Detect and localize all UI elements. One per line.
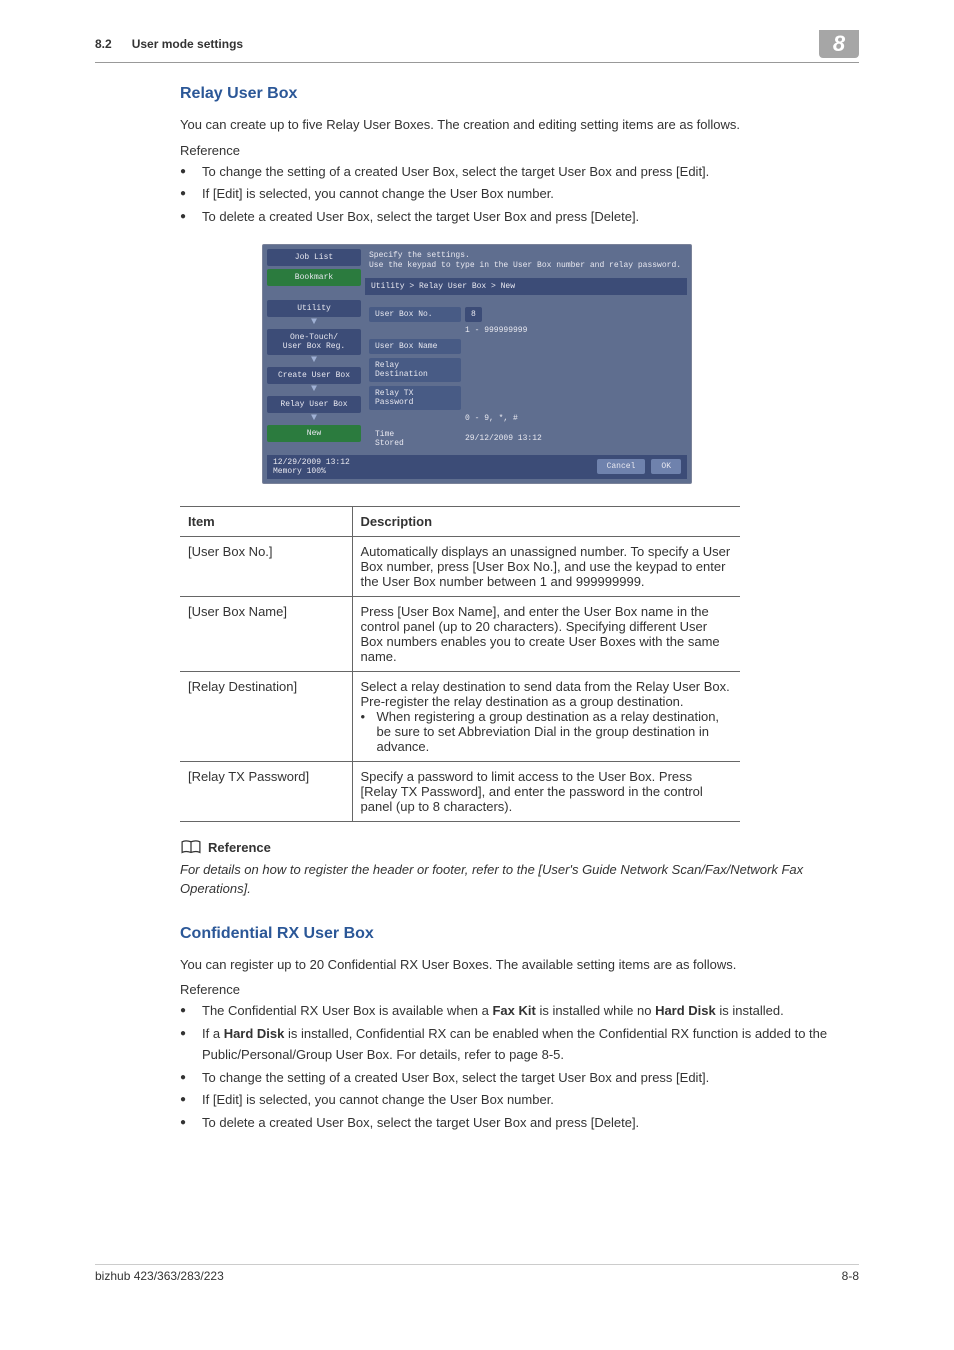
footer-page: 8-8 bbox=[842, 1269, 859, 1283]
nav-userbox-reg[interactable]: One-Touch/ User Box Reg. bbox=[267, 329, 361, 355]
field-relay-tx-password[interactable]: Relay TX Password bbox=[369, 386, 461, 410]
page-footer: bizhub 423/363/283/223 8-8 bbox=[95, 1264, 859, 1283]
tab-bookmark[interactable]: Bookmark bbox=[267, 269, 361, 286]
ok-button[interactable]: OK bbox=[651, 459, 681, 474]
userbox-no-value: 8 bbox=[465, 307, 482, 322]
userbox-no-hint: 1 - 999999999 bbox=[365, 326, 687, 335]
table-header-item: Item bbox=[180, 506, 352, 536]
page-header: 8.2 User mode settings 8 bbox=[95, 30, 859, 63]
list-item: To change the setting of a created User … bbox=[180, 162, 859, 183]
list-item: The Confidential RX User Box is availabl… bbox=[180, 1001, 859, 1022]
table-row: [User Box No.] Automatically displays an… bbox=[180, 536, 740, 596]
table-row: [User Box Name] Press [User Box Name], a… bbox=[180, 596, 740, 671]
table-cell-desc: Select a relay destination to send data … bbox=[352, 671, 740, 761]
list-item: When registering a group destination as … bbox=[361, 709, 733, 754]
device-screenshot: Job List Bookmark Utility ▼ One-Touch/ U… bbox=[262, 244, 692, 484]
table-cell-item: [User Box No.] bbox=[180, 536, 352, 596]
chevron-down-icon: ▼ bbox=[267, 416, 361, 422]
table-cell-item: [User Box Name] bbox=[180, 596, 352, 671]
section-number: 8.2 bbox=[95, 37, 112, 51]
list-item: If [Edit] is selected, you cannot change… bbox=[180, 1090, 859, 1111]
confidential-bullets: The Confidential RX User Box is availabl… bbox=[180, 1001, 859, 1134]
field-userbox-name[interactable]: User Box Name bbox=[369, 339, 461, 354]
table-header-description: Description bbox=[352, 506, 740, 536]
table-row: [Relay TX Password] Specify a password t… bbox=[180, 761, 740, 821]
chevron-down-icon: ▼ bbox=[267, 387, 361, 393]
nav-utility[interactable]: Utility bbox=[267, 300, 361, 317]
table-cell-desc: Automatically displays an unassigned num… bbox=[352, 536, 740, 596]
nav-relay-userbox[interactable]: Relay User Box bbox=[267, 396, 361, 413]
relay-bullets: To change the setting of a created User … bbox=[180, 162, 859, 228]
settings-table: Item Description [User Box No.] Automati… bbox=[180, 506, 740, 822]
chevron-down-icon: ▼ bbox=[267, 358, 361, 364]
table-cell-item: [Relay TX Password] bbox=[180, 761, 352, 821]
chapter-badge: 8 bbox=[819, 30, 859, 58]
status-bar: 12/29/2009 13:12 Memory 100% bbox=[273, 458, 350, 476]
instruction-text: Specify the settings. Use the keypad to … bbox=[365, 249, 687, 274]
chevron-down-icon: ▼ bbox=[267, 320, 361, 326]
nav-create-userbox[interactable]: Create User Box bbox=[267, 367, 361, 384]
cancel-button[interactable]: Cancel bbox=[597, 459, 646, 474]
reference-label: Reference bbox=[208, 840, 271, 855]
field-time-stored: Time Stored bbox=[369, 427, 461, 451]
relay-reference-label: Reference bbox=[180, 143, 859, 158]
field-userbox-no[interactable]: User Box No. bbox=[369, 307, 461, 322]
nav-new[interactable]: New bbox=[267, 425, 361, 442]
time-stored-value: 29/12/2009 13:12 bbox=[465, 434, 542, 443]
list-item: If a Hard Disk is installed, Confidentia… bbox=[180, 1024, 859, 1066]
table-cell-desc: Specify a password to limit access to th… bbox=[352, 761, 740, 821]
reference-block: Reference bbox=[180, 840, 859, 856]
footer-model: bizhub 423/363/283/223 bbox=[95, 1269, 224, 1283]
table-cell-desc: Press [User Box Name], and enter the Use… bbox=[352, 596, 740, 671]
confidential-reference-label: Reference bbox=[180, 982, 859, 997]
relay-heading: Relay User Box bbox=[180, 85, 859, 103]
password-hint: 0 - 9, *, # bbox=[365, 414, 687, 423]
tab-job-list[interactable]: Job List bbox=[267, 249, 361, 266]
list-item: To change the setting of a created User … bbox=[180, 1068, 859, 1089]
list-item: To delete a created User Box, select the… bbox=[180, 1113, 859, 1134]
relay-intro: You can create up to five Relay User Box… bbox=[180, 115, 859, 135]
section-title: User mode settings bbox=[132, 37, 243, 51]
breadcrumb: Utility > Relay User Box > New bbox=[365, 278, 687, 295]
book-icon bbox=[180, 840, 202, 856]
confidential-heading: Confidential RX User Box bbox=[180, 925, 859, 943]
field-relay-destination[interactable]: Relay Destination bbox=[369, 358, 461, 382]
table-row: [Relay Destination] Select a relay desti… bbox=[180, 671, 740, 761]
confidential-intro: You can register up to 20 Confidential R… bbox=[180, 955, 859, 975]
list-item: If [Edit] is selected, you cannot change… bbox=[180, 184, 859, 205]
section-label: 8.2 User mode settings bbox=[95, 37, 243, 51]
reference-text: For details on how to register the heade… bbox=[180, 860, 859, 899]
list-item: To delete a created User Box, select the… bbox=[180, 207, 859, 228]
table-cell-item: [Relay Destination] bbox=[180, 671, 352, 761]
